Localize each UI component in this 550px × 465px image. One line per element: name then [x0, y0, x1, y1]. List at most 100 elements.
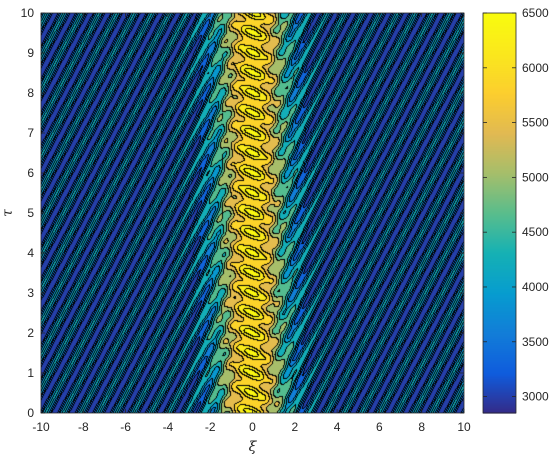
colorbar-segment [483, 83, 516, 86]
colorbar-segment [483, 81, 516, 84]
colorbar-segment [483, 155, 516, 158]
colorbar-segment [483, 297, 516, 300]
colorbar-segment [483, 161, 516, 164]
colorbar-segment [483, 253, 516, 256]
colorbar-segment [483, 193, 516, 196]
colorbar-segment [483, 223, 516, 226]
colorbar-segment [483, 389, 516, 392]
colorbar-segment [483, 265, 516, 268]
y-tick-label: 5 [27, 206, 34, 220]
colorbar-segment [483, 17, 516, 20]
colorbar-segment [483, 387, 516, 390]
colorbar-segment [483, 107, 516, 110]
colorbar-segment [483, 291, 516, 294]
x-tick-label: 0 [249, 420, 256, 434]
colorbar-segment [483, 69, 516, 72]
colorbar-segment [483, 273, 516, 276]
colorbar-segment [483, 63, 516, 66]
y-tick-label: 3 [27, 286, 34, 300]
colorbar-segment [483, 239, 516, 242]
colorbar-tick-label: 5500 [522, 116, 549, 130]
colorbar-segment [483, 341, 516, 344]
y-tick-label: 1 [27, 366, 34, 380]
y-tick-label: 2 [27, 326, 34, 340]
colorbar-segment [483, 293, 516, 296]
colorbar-segment [483, 405, 516, 408]
colorbar-segment [483, 37, 516, 40]
colorbar-segment [483, 197, 516, 200]
x-tick-label: 6 [376, 420, 383, 434]
colorbar-segment [483, 67, 516, 70]
colorbar-tick-label: 5000 [522, 170, 549, 184]
colorbar-segment [483, 277, 516, 280]
colorbar-segment [483, 283, 516, 286]
plot-area [40, 12, 465, 414]
colorbar-segment [483, 247, 516, 250]
colorbar-segment [483, 245, 516, 248]
colorbar-segment [483, 349, 516, 352]
y-tick-label: 6 [27, 166, 34, 180]
colorbar-segment [483, 397, 516, 400]
colorbar-segment [483, 289, 516, 292]
y-axis: 0 1 2 3 4 5 6 7 8 9 10 [21, 6, 464, 420]
colorbar-segment [483, 255, 516, 258]
colorbar-segment [483, 203, 516, 206]
colorbar-segment [483, 367, 516, 370]
colorbar-segment [483, 269, 516, 272]
colorbar-segment [483, 95, 516, 98]
colorbar-segment [483, 287, 516, 290]
colorbar-segment [483, 281, 516, 284]
colorbar-segment [483, 23, 516, 26]
y-tick-label: 10 [21, 6, 35, 20]
colorbar-tick-label: 6000 [522, 61, 549, 75]
colorbar-segment [483, 87, 516, 90]
colorbar-segment [483, 137, 516, 140]
colorbar-segment [483, 111, 516, 114]
x-axis: -10 -8 -6 -4 -2 0 2 4 6 8 10 [32, 13, 471, 434]
colorbar-segment [483, 241, 516, 244]
colorbar-segment [483, 371, 516, 374]
colorbar-segment [483, 21, 516, 24]
colorbar-segment [483, 325, 516, 328]
colorbar-segment [483, 353, 516, 356]
colorbar-segment [483, 61, 516, 64]
colorbar-segment [483, 299, 516, 302]
colorbar: 3000 3500 4000 4500 5000 5500 6000 6500 [482, 6, 549, 414]
colorbar-segment [483, 125, 516, 128]
colorbar-segment [483, 323, 516, 326]
y-tick-label: 9 [27, 46, 34, 60]
colorbar-segment [483, 225, 516, 228]
colorbar-segment [483, 191, 516, 194]
colorbar-segment [483, 93, 516, 96]
colorbar-tick-label: 4500 [522, 225, 549, 239]
colorbar-segment [483, 321, 516, 324]
colorbar-segment [483, 379, 516, 382]
colorbar-segment [483, 121, 516, 124]
colorbar-segment [483, 113, 516, 116]
colorbar-segment [483, 363, 516, 366]
colorbar-segment [483, 351, 516, 354]
colorbar-segment [483, 377, 516, 380]
colorbar-segment [483, 13, 516, 16]
colorbar-segment [483, 219, 516, 222]
colorbar-segment [483, 373, 516, 376]
colorbar-segment [483, 131, 516, 134]
x-tick-label: -10 [32, 420, 50, 434]
colorbar-segment [483, 145, 516, 148]
colorbar-segment [483, 267, 516, 270]
x-tick-label: -4 [163, 420, 174, 434]
colorbar-segment [483, 49, 516, 52]
colorbar-segment [483, 339, 516, 342]
colorbar-segment [483, 85, 516, 88]
colorbar-segment [483, 301, 516, 304]
colorbar-segment [483, 133, 516, 136]
colorbar-segment [483, 221, 516, 224]
colorbar-segment [483, 263, 516, 266]
colorbar-segment [483, 77, 516, 80]
colorbar-segment [483, 359, 516, 362]
colorbar-segment [483, 91, 516, 94]
colorbar-tick-label: 6500 [522, 6, 549, 20]
colorbar-segment [483, 403, 516, 406]
colorbar-segment [483, 285, 516, 288]
